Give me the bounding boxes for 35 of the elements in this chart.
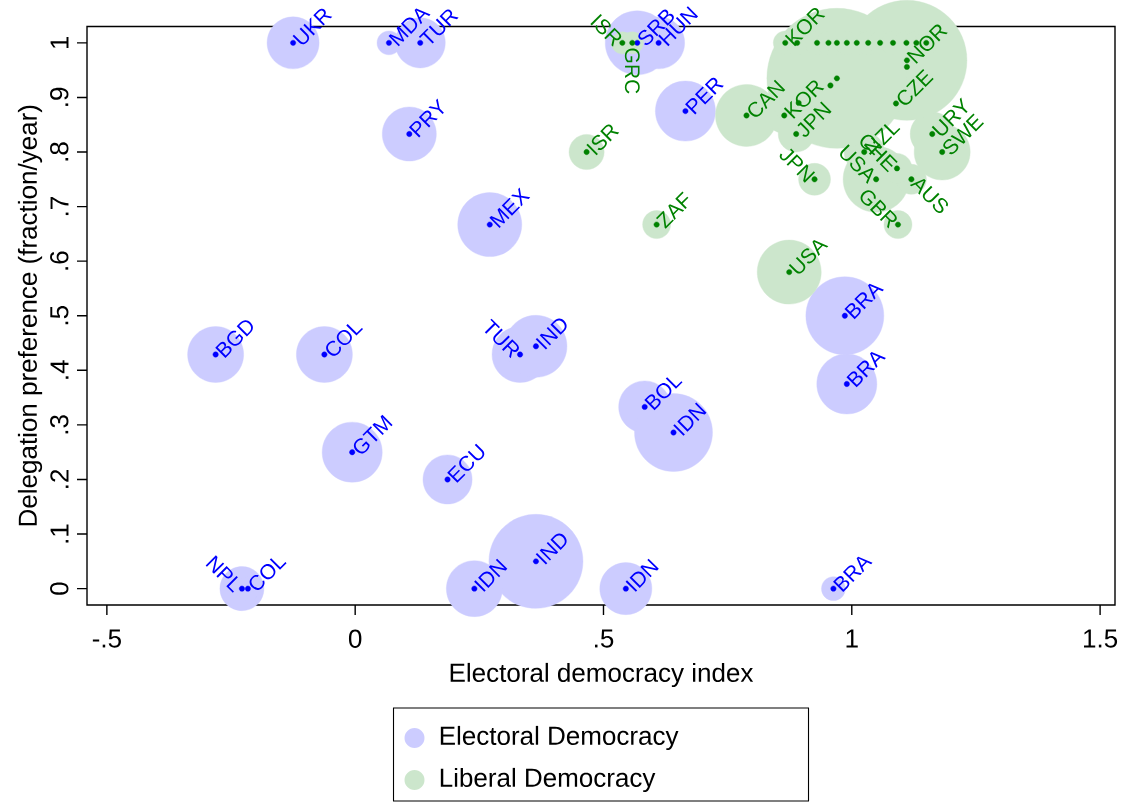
annotation: IDN <box>474 558 508 592</box>
annotation: BRA <box>846 351 886 388</box>
y-tick-label: .3 <box>50 415 69 434</box>
y-tick-label: .5 <box>50 306 69 325</box>
annotation: IDN <box>625 558 659 592</box>
y-tick-label: .4 <box>50 360 69 379</box>
legend-label: Liberal Democracy <box>440 767 656 793</box>
y-tick-label: 1 <box>50 36 69 49</box>
annotation: AUS <box>909 178 949 214</box>
y-tick-label: .9 <box>50 87 69 106</box>
y-tick-label: .2 <box>50 469 69 488</box>
annotation: COL <box>249 558 287 590</box>
x-tick-label: 1 <box>846 629 858 648</box>
annotation: USA <box>788 240 829 274</box>
annotation: IND <box>535 318 567 350</box>
x-axis-title: Electoral democracy index <box>450 662 754 688</box>
x-tick-label: .5 <box>595 629 614 648</box>
x-tick-label: -.5 <box>92 629 121 648</box>
x-tick-label: 0 <box>348 629 362 648</box>
y-axis-title: Delegation preference (fraction/year) <box>17 105 43 526</box>
annotation: IND <box>535 533 567 565</box>
legend-label: Electoral Democracy <box>440 725 679 751</box>
annotation: GRC <box>624 48 640 94</box>
annotation: COL <box>326 324 364 356</box>
x-tick-label: 1.5 <box>1084 629 1118 648</box>
y-tick-label: .6 <box>50 251 69 270</box>
annotation: BRA <box>844 283 884 320</box>
y-tick-label: 0 <box>50 582 69 595</box>
annotation: JPN <box>779 148 816 183</box>
annotation: BRA <box>833 556 873 593</box>
y-tick-label: .1 <box>50 524 69 543</box>
y-tick-label: .7 <box>50 197 69 216</box>
y-tick-label: .8 <box>50 142 69 161</box>
annotation: ISR <box>586 124 620 156</box>
annotation: ISR <box>590 13 622 47</box>
